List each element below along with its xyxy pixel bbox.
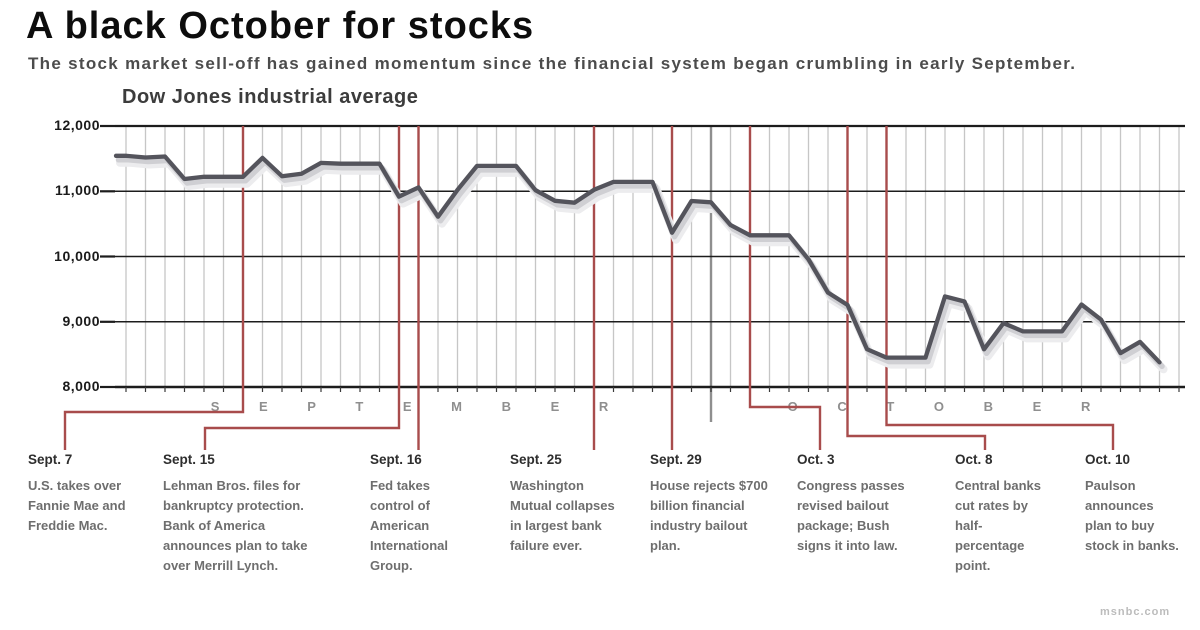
event-text: Congress passes revised bailout package;…: [797, 478, 905, 553]
event-date: Sept. 7: [28, 452, 73, 467]
event-date: Oct. 8: [955, 452, 993, 467]
watermark: msnbc.com: [1100, 606, 1171, 618]
event-text: U.S. takes over Fannie Mae and Freddie M…: [28, 478, 126, 533]
dow-line: [113, 153, 1168, 374]
subtitle: The stock market sell-off has gained mom…: [28, 54, 1077, 73]
y-axis-label: 9,000: [62, 313, 100, 329]
month-label: O C T O B E R: [787, 399, 1109, 414]
event-text: Lehman Bros. files for bankruptcy protec…: [163, 478, 308, 573]
chart-title: Dow Jones industrial average: [122, 86, 419, 108]
y-axis-label: 12,000: [54, 117, 100, 133]
event-date: Sept. 16: [370, 452, 422, 467]
page-title: A black October for stocks: [26, 5, 535, 47]
event-text: Paulson announces plan to buy stock in b…: [1085, 478, 1179, 553]
event-annotation: Oct. 3 Congress passes revised bailout pa…: [797, 452, 915, 556]
event-text: House rejects $700 billion financial ind…: [650, 478, 768, 553]
y-axis-label: 8,000: [62, 378, 100, 394]
event-text: Central banks cut rates by half-percenta…: [955, 478, 1041, 573]
event-text: Fed takes control of American Internatio…: [370, 478, 449, 573]
event-annotation: Sept. 7 U.S. takes over Fannie Mae and Fr…: [28, 452, 128, 536]
day-gridlines: [125, 127, 1180, 422]
event-annotation: Sept. 16 Fed takes control of American In…: [370, 452, 472, 576]
value-gridlines: [100, 124, 1185, 389]
event-annotation: Sept. 15 Lehman Bros. files for bankruptc…: [163, 452, 323, 576]
event-annotation: Sept. 25 Washington Mutual collapses in l…: [510, 452, 618, 556]
day-ticks: [125, 387, 1180, 392]
event-text: Washington Mutual collapses in largest b…: [510, 478, 615, 553]
y-axis-label: 11,000: [54, 182, 100, 198]
event-annotation: Oct. 8 Central banks cut rates by half-pe…: [955, 452, 1045, 576]
event-annotation: Oct. 10 Paulson announces plan to buy sto…: [1085, 452, 1180, 556]
event-date: Sept. 25: [510, 452, 562, 467]
event-annotation: Sept. 29 House rejects $700 billion finan…: [650, 452, 772, 556]
month-label: S E P T E M B E R: [210, 399, 627, 414]
y-axis-label: 10,000: [54, 248, 100, 264]
event-date: Sept. 29: [650, 452, 702, 467]
event-date: Oct. 10: [1085, 452, 1131, 467]
event-date: Oct. 3: [797, 452, 835, 467]
event-date: Sept. 15: [163, 452, 215, 467]
